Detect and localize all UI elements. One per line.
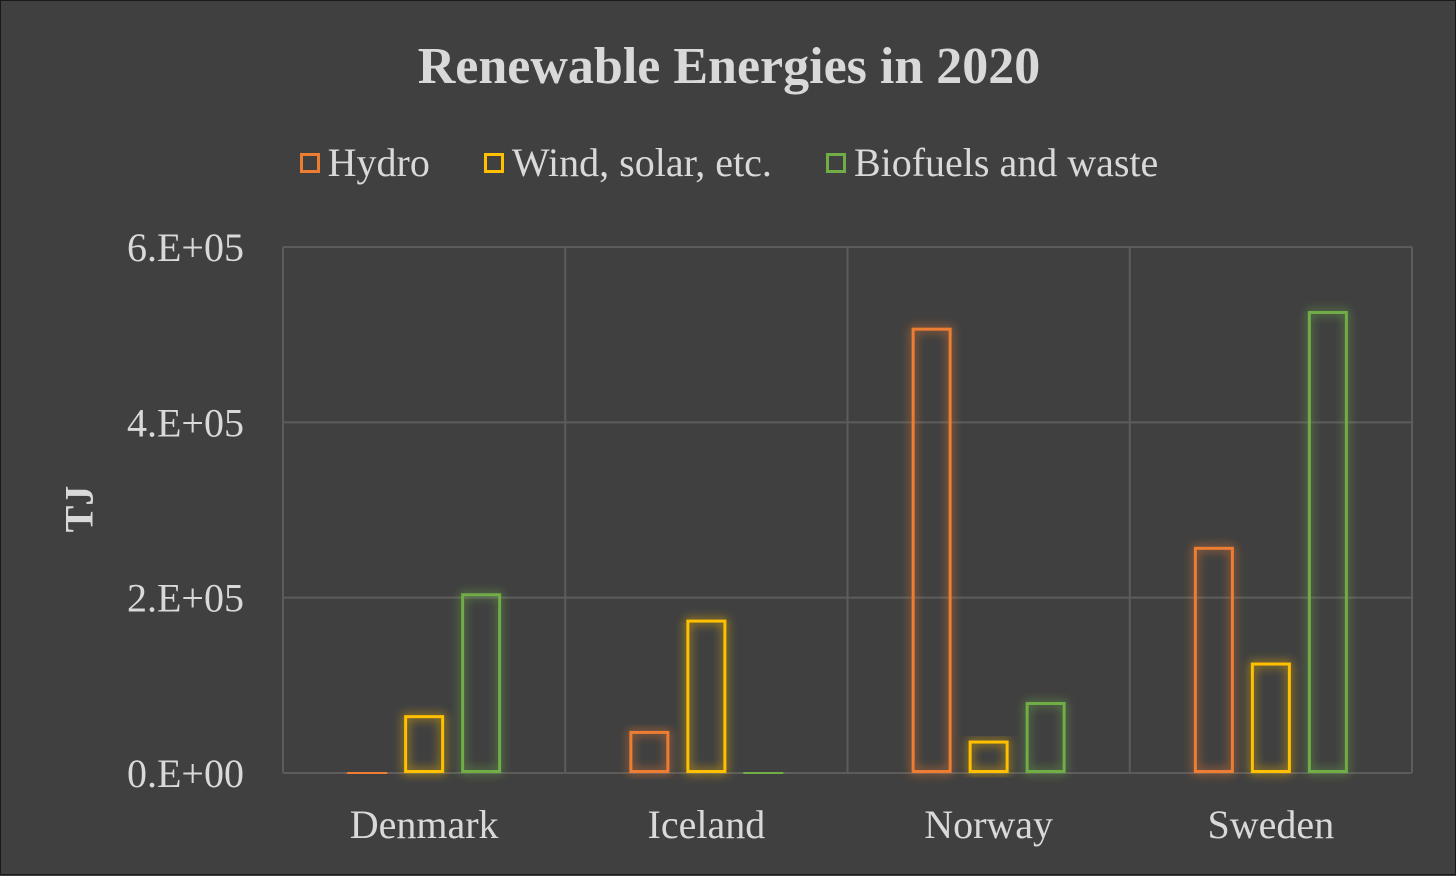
chart-legend: Hydro Wind, solar, etc. Biofuels and was… — [1, 139, 1456, 186]
legend-item-wind-solar: Wind, solar, etc. — [483, 139, 772, 186]
x-tick-label: Iceland — [648, 802, 766, 847]
legend-swatch-wind-solar — [483, 152, 504, 173]
bar-sweden-wind-solar-etc — [1250, 662, 1291, 773]
bar-norway-hydro — [911, 327, 952, 773]
bar-denmark-wind-solar-etc — [404, 715, 445, 774]
legend-label-biofuels: Biofuels and waste — [853, 140, 1159, 185]
bar-sweden-biofuels-and-waste — [1307, 310, 1348, 773]
legend-item-hydro: Hydro — [299, 139, 430, 186]
legend-swatch-biofuels — [825, 152, 846, 173]
x-tick-label: Denmark — [350, 802, 499, 847]
bar-sweden-hydro — [1193, 546, 1234, 773]
y-tick-label: 2.E+05 — [127, 576, 244, 621]
chart-title: Renewable Energies in 2020 — [417, 38, 1041, 95]
legend-label-hydro: Hydro — [327, 140, 430, 185]
bar-iceland-wind-solar-etc — [686, 619, 727, 773]
legend-label-wind-solar: Wind, solar, etc. — [511, 140, 772, 185]
y-tick-label: 6.E+05 — [127, 225, 244, 270]
y-tick-label: 0.E+00 — [127, 751, 244, 796]
legend-swatch-hydro — [299, 152, 320, 173]
x-tick-label: Sweden — [1208, 802, 1335, 847]
bar-denmark-biofuels-and-waste — [461, 593, 502, 773]
bar-iceland-hydro — [629, 730, 670, 773]
bar-norway-wind-solar-etc — [968, 740, 1009, 774]
legend-item-biofuels: Biofuels and waste — [825, 139, 1159, 186]
bar-denmark-hydro — [347, 771, 388, 775]
y-tick-label: 4.E+05 — [127, 400, 244, 445]
bar-iceland-biofuels-and-waste — [743, 771, 784, 775]
bar-norway-biofuels-and-waste — [1025, 701, 1066, 773]
x-tick-label: Norway — [924, 802, 1053, 847]
